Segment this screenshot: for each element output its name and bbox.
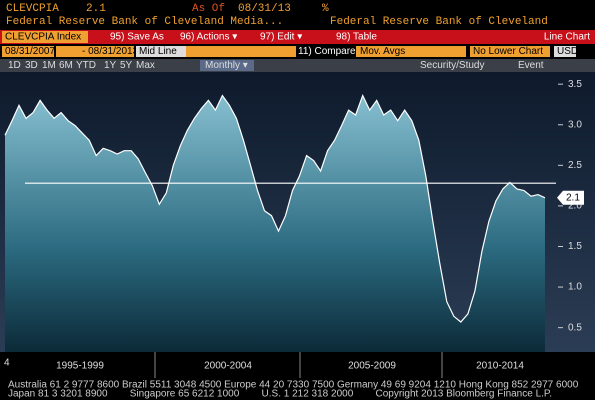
source-left: Federal Reserve Bank of Cleveland Media.…	[6, 16, 283, 28]
y-tick-label: 1.5	[568, 241, 582, 252]
y-tick-label: 2.0	[568, 201, 582, 212]
period-selected[interactable]	[200, 60, 254, 71]
start-date[interactable]: 08/31/2007	[5, 46, 55, 57]
x-label: 1995-1999	[56, 361, 104, 372]
period[interactable]: 5Y	[120, 60, 133, 71]
plot: 0.5 1.0 1.5 2.0 2.5 3.0 3.5 2.1	[4, 79, 584, 352]
x-labels: 1995-1999 2000-2004 2005-2009 2010-2014	[56, 361, 524, 372]
y-tick-label: 0.5	[568, 322, 582, 333]
end-box[interactable]	[56, 46, 134, 57]
menu-item[interactable]: 95) Save As	[110, 32, 164, 43]
footer-line: Japan 81 3 3201 8900 Singapore 65 6212 1…	[8, 389, 552, 400]
compare[interactable]: 11) Compare	[298, 46, 356, 57]
last-value-box	[557, 190, 584, 205]
menu-item[interactable]: 98) Table	[336, 32, 377, 43]
mid-line-box[interactable]	[136, 46, 186, 57]
period[interactable]: Monthly ▾	[205, 60, 248, 71]
menu-bar	[0, 30, 595, 44]
end-date[interactable]: - 08/31/2013	[82, 46, 139, 57]
y-tick-label: 3.5	[568, 79, 582, 90]
lower-chart[interactable]: No Lower Chart	[473, 46, 543, 57]
tool-study[interactable]: Security/Study	[420, 60, 484, 71]
blank-box[interactable]	[186, 46, 296, 57]
period[interactable]: 3D	[25, 60, 38, 71]
start-box[interactable]	[2, 46, 54, 57]
x-label: 2010-2014	[476, 361, 524, 372]
security[interactable]: CLEVCPIA Index	[5, 32, 81, 43]
unit: %	[322, 3, 329, 15]
last-value-label: 2.1	[566, 192, 580, 203]
footer-line: Australia 61 2 9777 8600 Brazil 5511 304…	[8, 380, 579, 391]
period[interactable]: Max	[136, 60, 155, 71]
mov-avgs-box[interactable]	[356, 46, 466, 57]
period[interactable]: 1D	[8, 60, 21, 71]
mid-line-option[interactable]: Mid Line	[139, 46, 177, 57]
x-label: 2005-2009	[348, 361, 396, 372]
corner-label: 4	[4, 358, 10, 369]
x-axis-band	[0, 352, 595, 378]
y-tick-label: 1.0	[568, 282, 582, 293]
periods: 1D 3D 1M 6M YTD 1Y 5Y Max Monthly ▾	[8, 60, 254, 71]
menu-item[interactable]: 97) Edit ▾	[260, 32, 302, 43]
period[interactable]: 6M	[59, 60, 73, 71]
as-of-label: As Of	[192, 3, 225, 15]
period[interactable]: 1M	[42, 60, 56, 71]
x-label: 2000-2004	[204, 361, 252, 372]
currency-box[interactable]	[554, 46, 576, 57]
header-value: 2.1	[86, 3, 106, 15]
y-tick-label: 3.0	[568, 119, 582, 130]
menu-items: 95) Save As 96) Actions ▾ 97) Edit ▾ 98) Ta…	[110, 32, 377, 43]
mov-avgs[interactable]: Mov. Avgs	[360, 46, 405, 57]
currency[interactable]: USD	[557, 46, 578, 57]
source-right: Federal Reserve Bank of Cleveland	[330, 16, 548, 28]
y-tick-label: 2.5	[568, 160, 582, 171]
lower-chart-box[interactable]	[470, 46, 550, 57]
chart-type[interactable]: Line Chart	[544, 32, 590, 43]
menu-item[interactable]: 96) Actions ▾	[180, 32, 237, 43]
period[interactable]: 1Y	[104, 60, 117, 71]
line	[4, 93, 546, 323]
period[interactable]: YTD	[76, 60, 96, 71]
security-box[interactable]	[2, 31, 88, 43]
as-of-date: 08/31/13	[238, 3, 291, 15]
period-bar	[0, 59, 595, 72]
ticker: CLEVCPIA	[6, 3, 59, 15]
tool-event[interactable]: Event	[518, 60, 544, 71]
